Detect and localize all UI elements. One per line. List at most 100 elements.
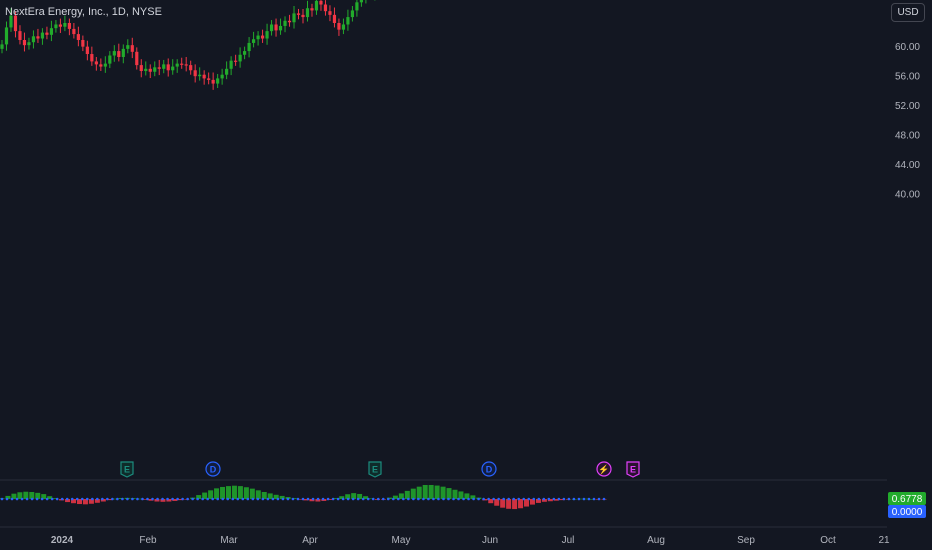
oscillator-zero-dot xyxy=(80,497,84,501)
oscillator-bar xyxy=(11,493,17,499)
oscillator-zero-dot xyxy=(437,497,440,501)
candle-body xyxy=(58,24,63,27)
oscillator-zero-dot xyxy=(111,497,114,501)
candle-body xyxy=(148,68,152,72)
oscillator-bar xyxy=(345,494,351,499)
oscillator-bar xyxy=(237,486,243,499)
candle-body xyxy=(4,27,9,45)
oscillator-zero-dot xyxy=(256,497,260,501)
oscillator-zero-dot xyxy=(10,497,14,501)
currency-button[interactable]: USD xyxy=(891,3,925,22)
candle-body xyxy=(220,74,224,79)
oscillator-zero-dot xyxy=(402,497,405,501)
oscillator-zero-dot xyxy=(452,497,455,501)
candle-body xyxy=(310,8,314,11)
oscillator-zero-dot xyxy=(331,497,335,501)
oscillator-bar xyxy=(309,499,315,502)
candle-body xyxy=(359,0,364,3)
candle-body xyxy=(157,67,161,69)
oscillator-zero-dot xyxy=(40,497,44,501)
split-marker xyxy=(596,461,612,477)
candle-body xyxy=(341,24,346,30)
oscillator-pane: 0.6778 0.0000 xyxy=(0,485,926,518)
oscillator-zero-dot xyxy=(572,497,576,501)
oscillator-zero-dot xyxy=(216,497,220,501)
candle-body xyxy=(193,70,197,77)
time-axis[interactable]: 2024 Feb Mar Apr May Jun Jul Aug Sep Oct 21 xyxy=(51,535,890,546)
oscillator-bar xyxy=(297,499,303,500)
oscillator-zero-dot xyxy=(276,497,280,501)
oscillator-zero-dot xyxy=(50,497,54,501)
candle-body xyxy=(184,64,188,66)
oscillator-zero-dot xyxy=(60,497,64,501)
oscillator-bar xyxy=(428,485,434,499)
candle-body xyxy=(251,39,256,43)
oscillator-zero-dot xyxy=(422,497,425,501)
candle-body xyxy=(269,24,274,32)
oscillator-bar xyxy=(482,499,488,501)
candle-body xyxy=(274,24,278,31)
oscillator-zero-dot xyxy=(101,497,104,501)
oscillator-zero-dot xyxy=(412,497,415,501)
candle-body xyxy=(31,36,36,43)
oscillator-zero-dot xyxy=(562,497,566,501)
candlestick-series xyxy=(0,0,376,90)
candle-body xyxy=(225,68,229,75)
oscillator-zero-dot xyxy=(116,497,119,501)
oscillator-bar xyxy=(434,485,440,499)
oscillator-bar xyxy=(202,492,208,499)
oscillator-zero-dot xyxy=(20,497,24,501)
y-tick-label: 48.00 xyxy=(895,131,920,142)
candle-body xyxy=(9,15,13,28)
oscillator-bar xyxy=(5,495,11,499)
oscillator-zero-dot xyxy=(211,497,214,501)
candle-body xyxy=(81,39,85,47)
oscillator-zero-dot xyxy=(25,497,29,501)
oscillator-zero-dot xyxy=(221,497,225,501)
oscillator-bar xyxy=(261,492,267,499)
candle-body xyxy=(305,8,310,18)
candle-body xyxy=(278,25,283,31)
oscillator-bar xyxy=(488,499,494,504)
candle-body xyxy=(198,74,202,77)
dividend-marker xyxy=(205,461,221,477)
oscillator-zero-dot xyxy=(5,497,9,501)
oscillator-bar xyxy=(53,498,59,499)
oscillator-zero-dot xyxy=(552,497,556,501)
oscillator-bar xyxy=(351,493,357,499)
oscillator-zero-dot xyxy=(397,497,400,501)
candle-body xyxy=(54,24,58,29)
price-axis[interactable]: 96.0092.0088.0084.0080.0076.0072.0068.00… xyxy=(0,0,920,528)
oscillator-zero-dot xyxy=(126,497,129,501)
oscillator-zero-dot xyxy=(381,497,385,501)
oscillator-zero-dot xyxy=(261,497,265,501)
oscillator-bar xyxy=(249,488,255,499)
x-tick-label: May xyxy=(392,535,411,546)
oscillator-zero-dot xyxy=(547,497,551,501)
event-markers[interactable]: E D E D ⚡ E xyxy=(120,461,640,478)
candle-body xyxy=(292,13,296,23)
oscillator-bar xyxy=(267,493,273,499)
candle-body xyxy=(332,14,337,23)
oscillator-zero-dot xyxy=(351,497,355,501)
oscillator-bar xyxy=(41,494,47,499)
oscillator-bar xyxy=(333,498,339,499)
oscillator-bar xyxy=(524,499,530,507)
oscillator-bar xyxy=(404,490,410,499)
oscillator-bar xyxy=(196,495,202,499)
oscillator-zero-dot xyxy=(226,497,230,501)
oscillator-zero-dot xyxy=(447,497,450,501)
oscillator-bar xyxy=(29,492,35,499)
oscillator-zero-dot xyxy=(281,497,285,501)
oscillator-zero-dot xyxy=(201,497,204,501)
oscillator-bar xyxy=(214,488,220,499)
oscillator-zero-dot xyxy=(512,497,515,501)
oscillator-zero-dot xyxy=(131,497,134,501)
oscillator-bar xyxy=(398,493,404,499)
oscillator-bar xyxy=(410,488,416,499)
oscillator-bar xyxy=(88,499,94,504)
oscillator-zero-dot xyxy=(567,497,571,501)
oscillator-zero-dot xyxy=(417,497,420,501)
oscillator-zero-badge xyxy=(888,505,926,518)
